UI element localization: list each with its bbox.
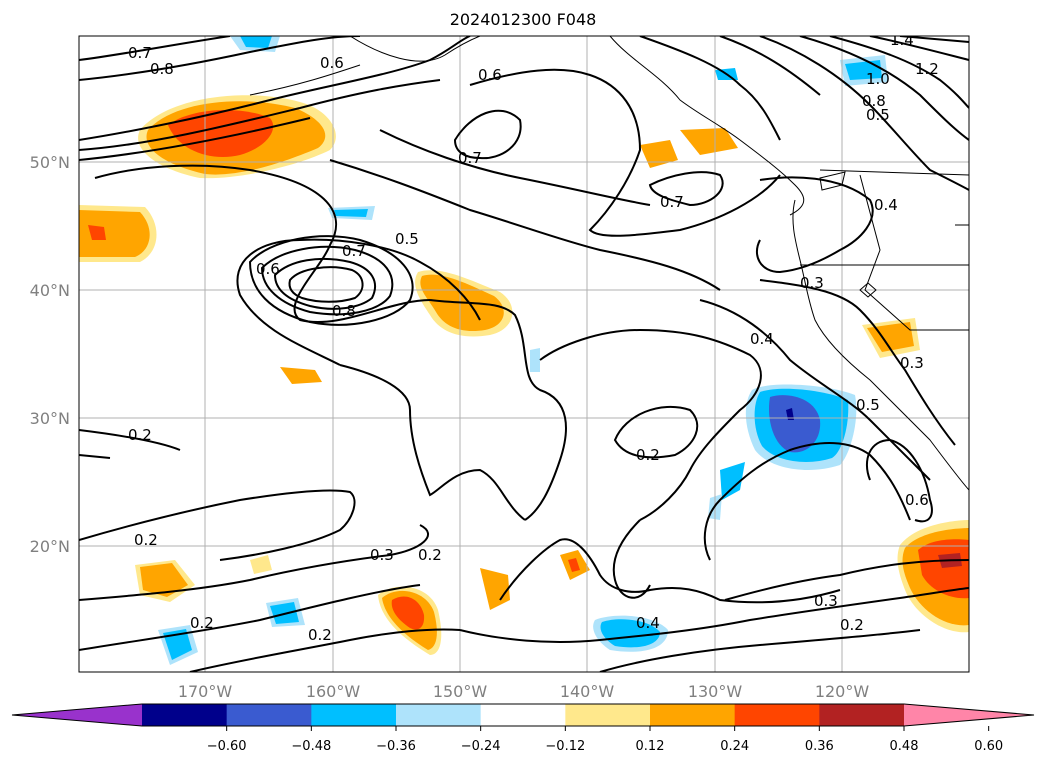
colorbar-extend-high	[904, 704, 1034, 726]
contour-label: 0.3	[814, 592, 838, 610]
anomaly-region	[786, 408, 794, 420]
colorbar-segment	[480, 704, 566, 726]
contour-label: 1.0	[866, 70, 890, 88]
contour-label: 0.7	[128, 44, 152, 62]
colorbar-tick-label: 0.12	[636, 739, 665, 754]
contour-label: 0.6	[256, 260, 280, 278]
contour-label: 0.4	[636, 614, 660, 632]
anomaly-region	[680, 128, 738, 155]
anomaly-region	[768, 395, 821, 453]
contour-label: 0.4	[874, 196, 898, 214]
contour-label: 0.2	[190, 614, 214, 632]
lon-label: 130°W	[688, 682, 743, 701]
contour-label: 0.2	[418, 546, 442, 564]
colorbar-extend-low	[12, 704, 142, 726]
anomaly-region	[391, 596, 425, 630]
map-panel: 0.7 0.8 0.6 0.6 0.7 0.7 1.4 1.2 1.0 0.8 …	[78, 31, 970, 673]
colorbar-tick-label: 0.24	[720, 739, 749, 754]
colorbar-segment	[650, 704, 736, 726]
anomaly-region	[640, 140, 678, 168]
anomaly-region	[250, 555, 272, 574]
contour-label: 0.5	[866, 106, 890, 124]
colorbar-segment	[142, 704, 228, 726]
lat-label: 50°N	[30, 153, 70, 172]
colorbar-tick-label: 0.36	[805, 739, 834, 754]
colorbar-tick-label: −0.24	[461, 739, 501, 754]
colorbar-segment	[311, 704, 397, 726]
anomaly-region	[280, 367, 322, 384]
contour-label: 0.6	[905, 491, 929, 509]
contour-label: 0.2	[636, 446, 660, 464]
figure-title: 2024012300 F048	[450, 10, 597, 29]
contour-label: 1.4	[890, 31, 914, 49]
anomaly-region	[530, 348, 540, 372]
longitude-labels: 170°W 160°W 150°W 140°W 130°W 120°W	[178, 682, 870, 701]
contour-label: 1.2	[915, 60, 939, 78]
colorbar-ticks: −0.60 −0.48 −0.36 −0.24 −0.12 0.12 0.24 0.36 0.4…	[207, 726, 1003, 754]
colorbar-segment	[396, 704, 482, 726]
contour-label: 0.7	[342, 242, 366, 260]
anomaly-region	[79, 210, 150, 257]
anomaly-region	[480, 568, 510, 610]
colorbar-tick-label: −0.48	[291, 739, 331, 754]
lon-label: 120°W	[815, 682, 870, 701]
contour-label: 0.8	[332, 302, 356, 320]
colorbar-tick-label: 0.48	[890, 739, 919, 754]
anomaly-region	[568, 558, 580, 572]
contour-label: 0.5	[856, 396, 880, 414]
colorbar-outline	[11, 703, 1035, 727]
colorbar-segment	[565, 704, 651, 726]
contour-lines	[79, 36, 969, 672]
colorbar-tick-label: −0.60	[207, 739, 247, 754]
lon-label: 160°W	[306, 682, 361, 701]
colorbar-segments	[11, 703, 1035, 727]
contour-label: 0.8	[150, 60, 174, 78]
contour-label: 0.2	[128, 426, 152, 444]
colorbar: −0.60 −0.48 −0.36 −0.24 −0.12 0.12 0.24 0.36 0.4…	[11, 703, 1035, 754]
lat-label: 40°N	[30, 281, 70, 300]
map-frame	[78, 35, 970, 673]
coastlines	[249, 36, 969, 491]
colorbar-tick-label: 0.60	[974, 739, 1003, 754]
colorbar-segment	[734, 704, 820, 726]
contour-label: 0.3	[800, 274, 824, 292]
anomaly-region	[163, 629, 192, 660]
lon-label: 140°W	[560, 682, 615, 701]
colorbar-segment	[819, 704, 905, 726]
latitude-labels: 50°N 40°N 30°N 20°N	[30, 153, 70, 556]
anomaly-region	[600, 619, 660, 648]
contour-label: 0.5	[395, 230, 419, 248]
anomaly-region	[88, 225, 106, 240]
contour-label: 0.4	[750, 330, 774, 348]
anomaly-region	[867, 322, 914, 352]
contour-labels: 0.7 0.8 0.6 0.6 0.7 0.7 1.4 1.2 1.0 0.8 …	[128, 31, 939, 644]
anomaly-region	[240, 36, 272, 48]
contour-label: 0.8	[862, 92, 886, 110]
anomaly-region	[334, 209, 368, 217]
contour-label: 0.2	[308, 626, 332, 644]
contour-label: 0.7	[458, 149, 482, 167]
contour-label: 0.2	[840, 616, 864, 634]
colorbar-segment	[226, 704, 312, 726]
contour-label: 0.3	[370, 546, 394, 564]
contour-label: 0.6	[320, 54, 344, 72]
colorbar-tick-label: −0.12	[545, 739, 585, 754]
contour-label: 0.6	[478, 66, 502, 84]
contour-label: 0.2	[134, 531, 158, 549]
lat-label: 20°N	[30, 537, 70, 556]
anomaly-region	[140, 563, 188, 597]
contour-label: 0.3	[900, 354, 924, 372]
contour-label: 0.7	[660, 193, 684, 211]
colorbar-tick-label: −0.36	[376, 739, 416, 754]
lon-label: 150°W	[433, 682, 488, 701]
lon-label: 170°W	[178, 682, 233, 701]
lat-label: 30°N	[30, 409, 70, 428]
anomaly-region	[720, 462, 745, 500]
